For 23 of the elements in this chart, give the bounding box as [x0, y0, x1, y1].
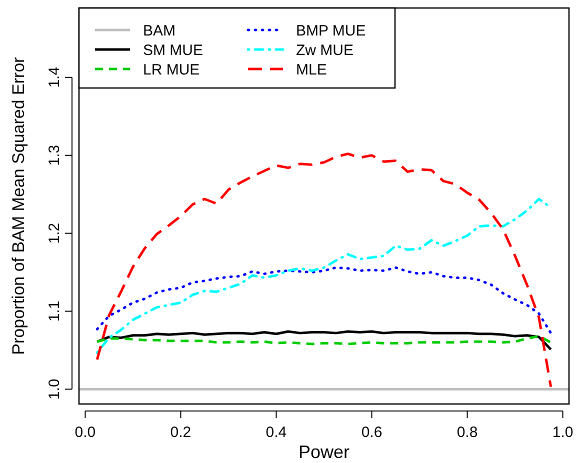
y-tick-label: 1.0	[46, 378, 63, 400]
y-tick-label: 1.1	[46, 300, 63, 322]
y-tick-label: 1.4	[46, 66, 63, 88]
legend-label: BAM	[143, 22, 176, 40]
line-series	[96, 152, 552, 388]
y-tick-label: 1.2	[46, 222, 63, 244]
y-axis-title: Proportion of BAM Mean Squared Error	[9, 56, 28, 355]
legend-label: SM MUE	[143, 42, 203, 59]
legend-label: MLE	[296, 62, 327, 78]
x-tick-label: 0.8	[456, 424, 478, 441]
x-axis-title: Power	[298, 442, 350, 462]
x-tick-label: 0.6	[361, 424, 382, 441]
x-tick-label: 0.4	[266, 424, 287, 441]
y-tick-label: 1.3	[46, 144, 63, 166]
legend-label: BMP MUE	[296, 22, 366, 40]
line-series	[96, 330, 552, 351]
legend-label: LR MUE	[143, 62, 200, 78]
legend-label: Zw MUE	[296, 42, 354, 59]
line-series	[96, 266, 552, 334]
x-tick-label: 0.2	[170, 424, 192, 441]
x-tick-label: 0.0	[74, 424, 96, 441]
x-tick-label: 1.0	[552, 424, 574, 441]
line-series	[96, 334, 552, 346]
